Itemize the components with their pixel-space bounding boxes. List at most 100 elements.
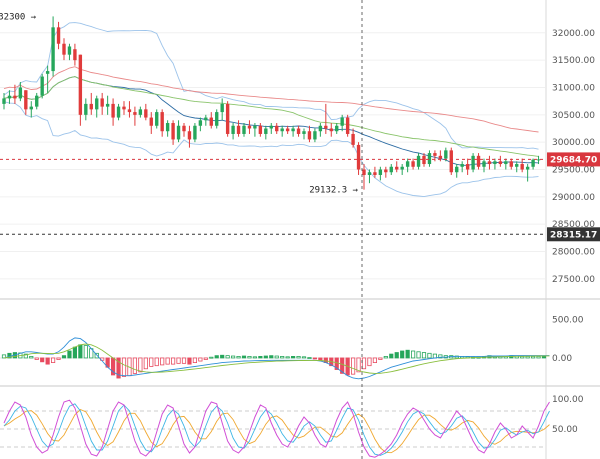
candle-body[interactable]	[165, 123, 170, 132]
candle-body[interactable]	[78, 54, 83, 115]
candle-body[interactable]	[351, 133, 355, 145]
candle-body[interactable]	[198, 120, 203, 126]
candle-body[interactable]	[275, 125, 279, 132]
candle-body[interactable]	[45, 71, 50, 74]
candle-body[interactable]	[155, 112, 159, 126]
candle-body[interactable]	[215, 112, 219, 126]
candle-body[interactable]	[313, 131, 317, 140]
candle-body[interactable]	[465, 164, 470, 170]
candle-body[interactable]	[187, 131, 192, 140]
candle-body[interactable]	[100, 98, 104, 107]
candle-body[interactable]	[95, 98, 99, 110]
candle-body[interactable]	[389, 166, 393, 173]
candle-body[interactable]	[476, 155, 481, 167]
candle-body[interactable]	[40, 76, 44, 96]
candle-body[interactable]	[258, 125, 263, 134]
candle-body[interactable]	[231, 125, 235, 134]
candle-body[interactable]	[35, 95, 39, 107]
candle-body[interactable]	[18, 87, 23, 99]
candle-body[interactable]	[133, 112, 137, 115]
candle-body[interactable]	[225, 103, 230, 134]
candle-body[interactable]	[247, 125, 252, 129]
candle-body[interactable]	[291, 128, 295, 132]
candle-body[interactable]	[13, 95, 17, 99]
candle-body[interactable]	[482, 161, 486, 167]
candle-body[interactable]	[209, 117, 213, 126]
candle-body[interactable]	[536, 159, 541, 161]
candle-body[interactable]	[242, 125, 246, 134]
candle-body[interactable]	[220, 103, 224, 113]
candle-body[interactable]	[127, 109, 132, 113]
candle-body[interactable]	[2, 98, 6, 104]
candle-body[interactable]	[122, 106, 126, 110]
candle-body[interactable]	[29, 106, 33, 110]
candle-body[interactable]	[324, 125, 328, 129]
candle-body[interactable]	[498, 161, 503, 165]
candle-body[interactable]	[509, 161, 513, 167]
candle-body[interactable]	[449, 150, 453, 173]
candle-body[interactable]	[307, 131, 312, 140]
candle-body[interactable]	[84, 103, 88, 115]
candle-body[interactable]	[160, 112, 164, 132]
candle-body[interactable]	[253, 125, 257, 129]
candle-body[interactable]	[367, 172, 372, 175]
candle-body[interactable]	[193, 125, 197, 140]
candle-body[interactable]	[471, 155, 475, 170]
candle-body[interactable]	[340, 117, 344, 126]
stoch-pane[interactable]	[3, 399, 550, 458]
candle-body[interactable]	[73, 49, 77, 61]
candle-body[interactable]	[56, 27, 61, 44]
candle-body[interactable]	[405, 161, 410, 167]
candle-body[interactable]	[67, 46, 72, 55]
price-pane[interactable]: 32300 → 29132.3 →	[0, 12, 545, 235]
candle-body[interactable]	[411, 161, 415, 167]
candle-body[interactable]	[427, 153, 432, 165]
candle-body[interactable]	[24, 90, 28, 110]
candle-body[interactable]	[455, 166, 459, 173]
candle-body[interactable]	[51, 27, 55, 72]
candle-body[interactable]	[422, 155, 426, 165]
candle-body[interactable]	[362, 169, 366, 175]
candle-body[interactable]	[236, 125, 241, 134]
candle-body[interactable]	[116, 106, 121, 118]
candle-body[interactable]	[531, 159, 535, 167]
candle-body[interactable]	[302, 131, 306, 134]
candle-body[interactable]	[384, 169, 388, 173]
candle-body[interactable]	[520, 164, 524, 170]
candle-body[interactable]	[105, 103, 110, 107]
candle-body[interactable]	[204, 117, 208, 121]
candle-body[interactable]	[111, 103, 115, 118]
candle-body[interactable]	[433, 153, 437, 156]
candle-body[interactable]	[416, 155, 421, 167]
candle-body[interactable]	[62, 43, 66, 55]
candle-body[interactable]	[89, 103, 93, 110]
candle-body[interactable]	[487, 161, 492, 165]
candle-body[interactable]	[515, 164, 519, 167]
macd-pane[interactable]	[1, 337, 550, 380]
candle-body[interactable]	[504, 161, 508, 165]
candle-body[interactable]	[378, 169, 383, 175]
candle-body[interactable]	[400, 166, 404, 170]
candle-body[interactable]	[264, 128, 268, 134]
candle-body[interactable]	[493, 161, 497, 165]
candle-body[interactable]	[149, 117, 153, 126]
candle-body[interactable]	[7, 95, 12, 99]
candle-body[interactable]	[345, 117, 350, 134]
candle-body[interactable]	[269, 125, 273, 129]
candle-body[interactable]	[182, 125, 186, 132]
candle-body[interactable]	[395, 166, 399, 170]
candle-body[interactable]	[176, 125, 181, 140]
candle-body[interactable]	[285, 128, 290, 132]
candle-body[interactable]	[444, 150, 448, 159]
candle-body[interactable]	[335, 125, 339, 132]
candle-body[interactable]	[356, 144, 361, 170]
candle-body[interactable]	[329, 128, 333, 132]
candle-body[interactable]	[460, 164, 464, 167]
candle-body[interactable]	[318, 125, 323, 132]
candle-body[interactable]	[296, 128, 301, 134]
candle-body[interactable]	[373, 172, 377, 175]
candle-body[interactable]	[171, 123, 175, 140]
candle-body[interactable]	[280, 128, 284, 132]
candle-body[interactable]	[438, 155, 443, 159]
